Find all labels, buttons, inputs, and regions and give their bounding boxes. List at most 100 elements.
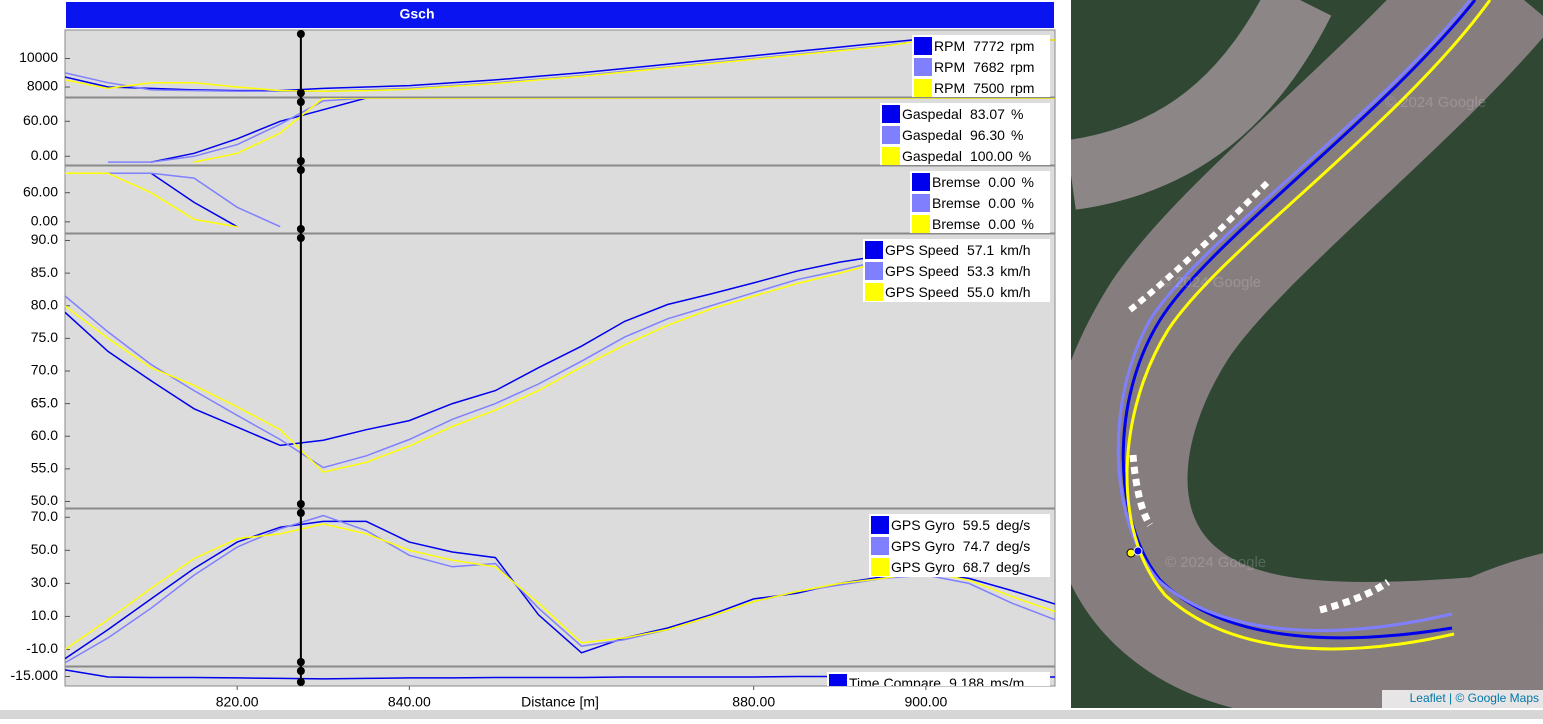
legend-readout: 9.188	[949, 675, 984, 691]
y-tick-label: 75.0	[31, 329, 58, 345]
y-tick-label: 80.0	[31, 296, 58, 312]
legend-readout: 0.00	[988, 174, 1015, 190]
legend-swatch	[865, 241, 883, 259]
legend-name: Gaspedal	[902, 106, 962, 122]
cursor-knob	[297, 30, 305, 38]
map-attribution[interactable]: Leaflet | © Google Maps	[1410, 691, 1539, 705]
cursor-knob	[297, 667, 305, 675]
legend-unit: km/h	[1000, 284, 1030, 300]
legend-swatch	[914, 58, 932, 76]
y-tick-label: -15.000	[11, 667, 59, 683]
legend-name: GPS Gyro	[891, 559, 955, 575]
legend-unit: %	[1021, 195, 1033, 211]
y-tick-label: 30.0	[31, 574, 58, 590]
legend-swatch	[871, 537, 889, 555]
map-watermark: © 2024 Google	[1385, 94, 1486, 111]
legend-swatch	[914, 79, 932, 97]
legend-readout: 7500	[973, 80, 1004, 96]
cursor-knob	[297, 166, 305, 174]
legend-readout: 0.00	[988, 195, 1015, 211]
legend-readout: 68.7	[963, 559, 990, 575]
legend-readout: 74.7	[963, 538, 990, 554]
legend-name: GPS Speed	[885, 284, 959, 300]
cursor-knob	[297, 157, 305, 165]
legend-name: Gaspedal	[902, 148, 962, 164]
legend-entry: RPM 7500 rpm	[934, 80, 1034, 96]
cursor-knob	[297, 658, 305, 666]
cursor-knob	[297, 98, 305, 106]
legend-swatch	[871, 558, 889, 576]
legend-name: GPS Gyro	[891, 538, 955, 554]
map-watermark: © 2024 Google	[1165, 554, 1266, 571]
chart-panel: -15.000 Time Compare 9.188 ms/m 820.00 840.00…	[11, 667, 1055, 710]
status-strip	[0, 710, 1543, 719]
legend-name: RPM	[934, 80, 965, 96]
legend-name: Bremse	[932, 195, 980, 211]
legend-name: Time Compare	[849, 675, 941, 691]
y-tick-label: 60.0	[31, 427, 58, 443]
map-position	[1134, 547, 1142, 555]
header-bar	[66, 2, 1054, 28]
legend-readout: 53.3	[967, 263, 994, 279]
y-tick-label: 60.00	[23, 183, 58, 199]
y-tick-label: 10000	[19, 49, 58, 65]
legend-swatch	[912, 173, 930, 191]
legend-unit: %	[1019, 148, 1031, 164]
legend-unit: rpm	[1010, 59, 1034, 75]
legend-swatch	[882, 126, 900, 144]
y-tick-label: 70.0	[31, 362, 58, 378]
legend-readout: 83.07	[970, 106, 1005, 122]
y-tick-label: 65.0	[31, 394, 58, 410]
legend-name: Gaspedal	[902, 127, 962, 143]
legend-unit: deg/s	[996, 559, 1030, 575]
legend-name: GPS Speed	[885, 242, 959, 258]
legend-readout: 96.30	[970, 127, 1005, 143]
legend-readout: 100.00	[970, 148, 1013, 164]
legend-entry: Time Compare 9.188 ms/m	[849, 675, 1024, 691]
y-tick-label: 0.00	[31, 147, 58, 163]
legend-unit: rpm	[1010, 38, 1034, 54]
cursor-knob	[297, 509, 305, 517]
legend-swatch	[871, 516, 889, 534]
legend-unit: %	[1021, 174, 1033, 190]
y-tick-label: 70.0	[31, 508, 58, 524]
legend-name: GPS Gyro	[891, 517, 955, 533]
x-tick-label: 880.00	[732, 694, 775, 710]
y-tick-label: 8000	[27, 78, 58, 94]
legend: Time Compare 9.188 ms/m	[827, 672, 1050, 693]
legend-unit: rpm	[1010, 80, 1034, 96]
x-tick-label: 840.00	[388, 694, 431, 710]
cursor-knob	[297, 678, 305, 686]
y-tick-label: 85.0	[31, 264, 58, 280]
legend-name: GPS Speed	[885, 263, 959, 279]
map[interactable]: © 2024 Google © 2024 Google © 2024 Googl…	[1071, 0, 1543, 708]
chart-panel: 50.055.060.065.070.075.080.085.090.0GPS …	[31, 231, 1055, 508]
y-tick-label: 10.0	[31, 607, 58, 623]
legend-name: RPM	[934, 59, 965, 75]
legend-unit: %	[1021, 216, 1033, 232]
legend-swatch	[882, 147, 900, 165]
legend-unit: ms/m	[990, 675, 1024, 691]
map-watermark: © 2024 Google	[1160, 274, 1261, 291]
legend-entry: GPS Speed 53.3 km/h	[885, 263, 1031, 279]
legend-swatch	[865, 283, 883, 301]
x-tick-label: 820.00	[216, 694, 259, 710]
x-axis-label: Distance [m]	[521, 694, 599, 710]
legend-name: Bremse	[932, 174, 980, 190]
x-tick-label: 900.00	[904, 694, 947, 710]
y-tick-label: 0.00	[31, 213, 58, 229]
legend-unit: km/h	[1000, 263, 1030, 279]
legend-swatch	[882, 105, 900, 123]
legend-unit: deg/s	[996, 538, 1030, 554]
